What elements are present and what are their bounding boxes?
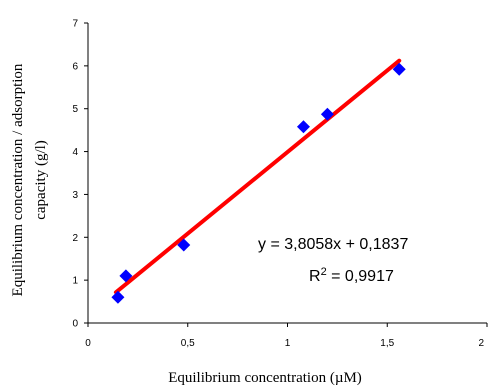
trendline	[113, 58, 402, 295]
x-ticks: 0 0,5 1 1,5 2	[85, 323, 488, 349]
x-tick-label: 0	[85, 338, 91, 349]
r-squared-superscript: 2	[321, 266, 327, 278]
y-axis-title-line-2: capacity (g/l)	[33, 140, 49, 220]
y-axis-title-line-1: Equilibrium concentration / adsorption	[10, 63, 26, 296]
data-point	[111, 290, 125, 304]
y-tick-label: 0	[72, 319, 78, 330]
data-point	[177, 238, 191, 252]
trendline-equation: y = 3,8058x + 0,1837	[258, 236, 408, 253]
y-tick-label: 6	[72, 61, 78, 72]
data-points	[111, 62, 406, 304]
data-point	[296, 120, 310, 134]
y-tick-label: 3	[72, 190, 78, 201]
r-squared: R2 = 0,9917	[309, 266, 394, 285]
data-point	[320, 107, 334, 121]
r-squared-value: = 0,9917	[327, 268, 394, 285]
x-tick-label: 1	[285, 338, 291, 349]
y-tick-label: 1	[72, 276, 78, 287]
data-point	[392, 62, 406, 76]
y-tick-label: 5	[72, 104, 78, 115]
x-tick-label: 1,5	[380, 338, 394, 349]
r-squared-prefix: R	[309, 268, 321, 285]
x-axis-title: Equilibrium concentration (µM)	[168, 370, 362, 386]
y-ticks: 0 1 2 3 4 5 6 7	[72, 19, 88, 330]
y-tick-label: 4	[72, 147, 78, 158]
axes	[87, 23, 487, 324]
data-point	[119, 269, 133, 283]
x-tick-label: 0,5	[181, 338, 195, 349]
x-tick-label: 2	[478, 338, 484, 349]
y-tick-label: 2	[72, 233, 78, 244]
y-tick-label: 7	[72, 19, 78, 30]
